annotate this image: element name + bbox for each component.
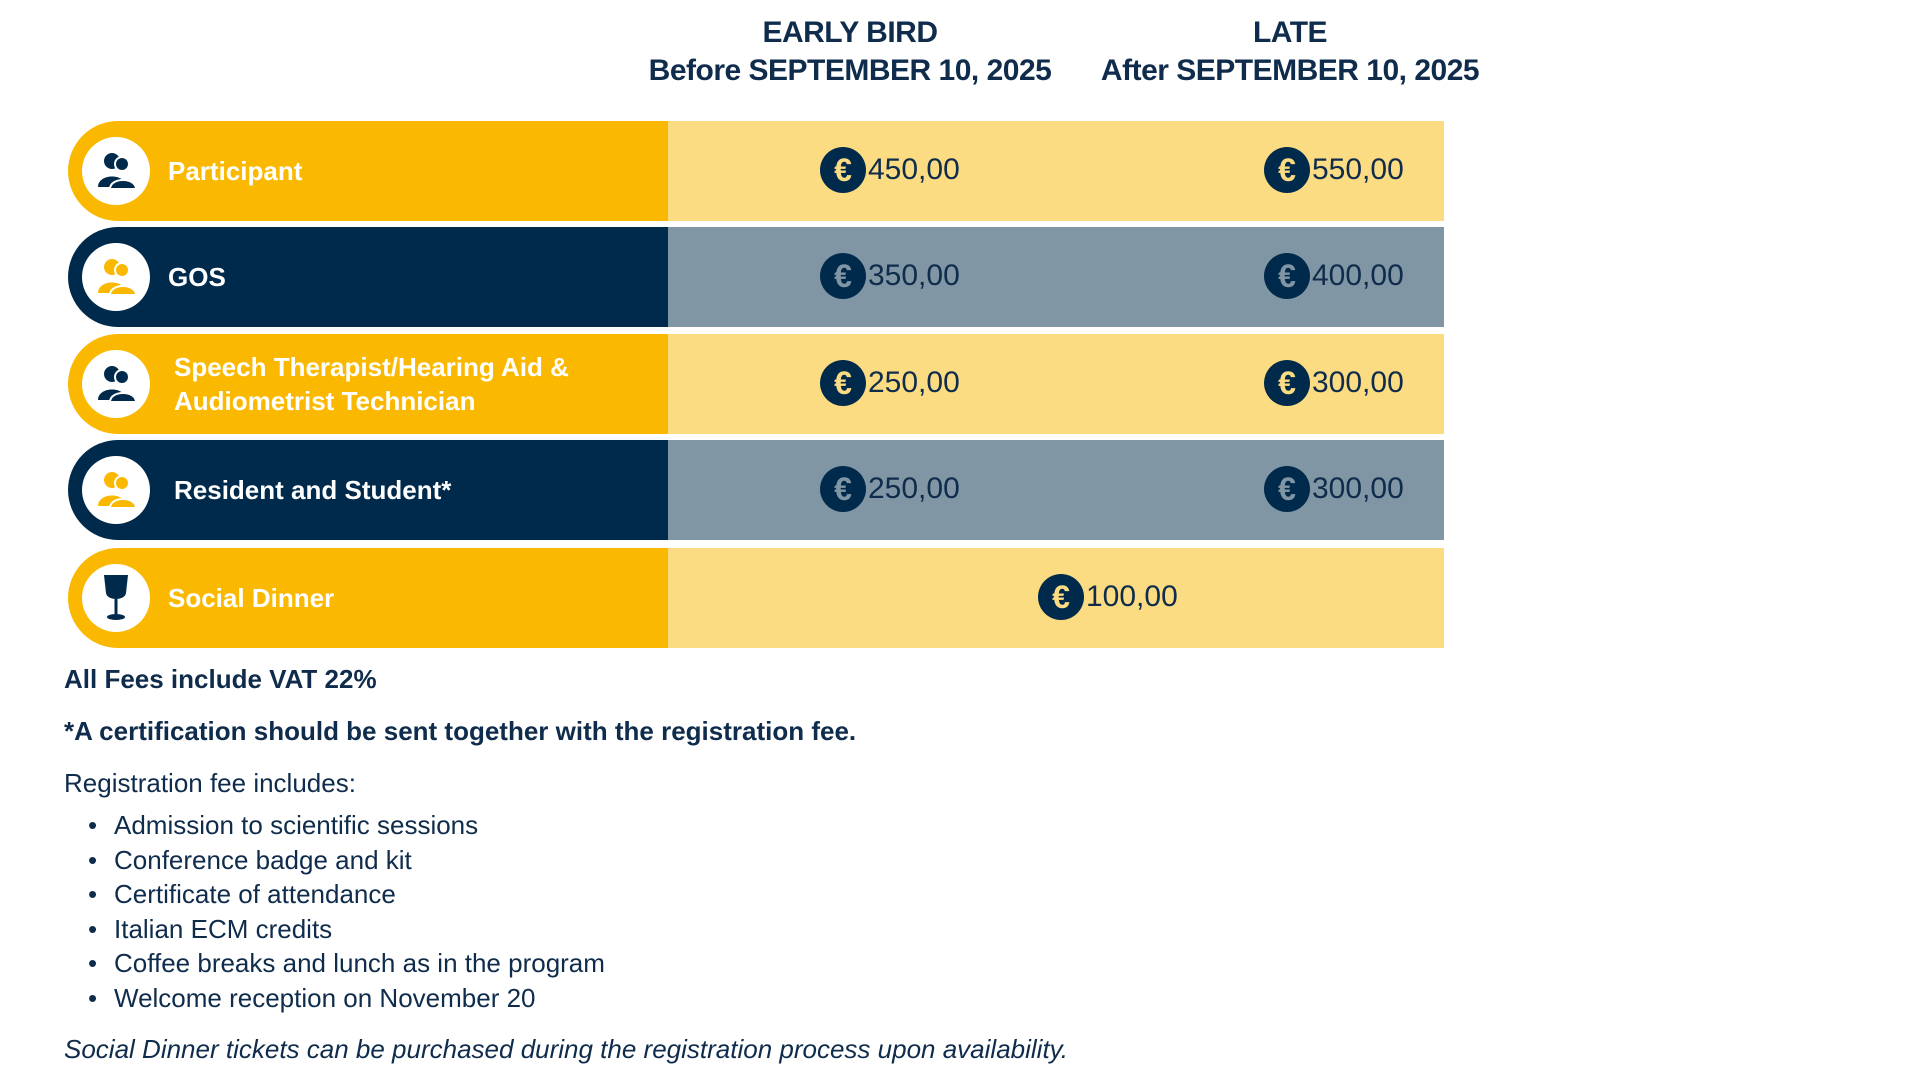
early-price-value: 350,00 — [868, 259, 960, 292]
dinner-price-value: 100,00 — [1086, 580, 1178, 613]
people-icon — [82, 243, 150, 311]
list-item: Italian ECM credits — [88, 912, 605, 947]
people-icon — [82, 456, 150, 524]
category-label: Resident and Student* — [174, 475, 452, 505]
early-price-value: 250,00 — [868, 472, 960, 505]
category-label: Social Dinner — [168, 583, 335, 613]
people-icon — [82, 137, 150, 205]
late-price: € 300,00 — [1264, 466, 1404, 512]
fee-row-resident-student: Resident and Student* € 250,00 € 300,00 — [68, 440, 1444, 540]
category-label: Speech Therapist/Hearing Aid & Audiometr… — [174, 350, 569, 418]
price-cells: € 450,00 € 550,00 — [668, 121, 1444, 221]
list-item: Coffee breaks and lunch as in the progra… — [88, 946, 605, 981]
category-label-line1: Speech Therapist/Hearing Aid & — [174, 352, 569, 382]
euro-icon: € — [1038, 574, 1084, 620]
fee-row-social-dinner: Social Dinner € 100,00 — [68, 548, 1444, 648]
euro-icon: € — [1264, 147, 1310, 193]
euro-icon: € — [1264, 466, 1310, 512]
list-item: Admission to scientific sessions — [88, 808, 605, 843]
list-item: Certificate of attendance — [88, 877, 605, 912]
wine-glass-icon — [82, 564, 150, 632]
early-bird-date: Before SEPTEMBER 10, 2025 — [648, 54, 1052, 87]
early-price: € 250,00 — [820, 466, 960, 512]
euro-icon: € — [820, 466, 866, 512]
early-price-value: 250,00 — [868, 366, 960, 399]
euro-icon: € — [820, 360, 866, 406]
euro-icon: € — [820, 147, 866, 193]
category-cell: Social Dinner — [68, 548, 673, 648]
early-price: € 450,00 — [820, 147, 960, 193]
fee-row-gos: GOS € 350,00 € 400,00 — [68, 227, 1444, 327]
vat-note: All Fees include VAT 22% — [64, 664, 377, 694]
late-price: € 300,00 — [1264, 360, 1404, 406]
late-price-value: 400,00 — [1312, 259, 1404, 292]
price-cells: € 350,00 € 400,00 — [668, 227, 1444, 327]
early-price-value: 450,00 — [868, 153, 960, 186]
people-icon — [82, 350, 150, 418]
category-cell: Speech Therapist/Hearing Aid & Audiometr… — [68, 334, 673, 434]
social-dinner-note: Social Dinner tickets can be purchased d… — [64, 1034, 1068, 1064]
early-bird-title: EARLY BIRD — [762, 16, 938, 49]
fee-row-speech-therapist: Speech Therapist/Hearing Aid & Audiometr… — [68, 334, 1444, 434]
price-cells: € 100,00 — [668, 548, 1444, 648]
price-cells: € 250,00 € 300,00 — [668, 334, 1444, 434]
early-price: € 250,00 — [820, 360, 960, 406]
category-label: Participant — [168, 156, 303, 186]
late-price: € 550,00 — [1264, 147, 1404, 193]
list-item: Conference badge and kit — [88, 843, 605, 878]
euro-icon: € — [1264, 360, 1310, 406]
includes-title: Registration fee includes: — [64, 768, 356, 798]
list-item: Welcome reception on November 20 — [88, 981, 605, 1016]
early-bird-header: EARLY BIRD Before SEPTEMBER 10, 2025 — [640, 14, 1060, 90]
late-price-value: 300,00 — [1312, 366, 1404, 399]
late-price-value: 300,00 — [1312, 472, 1404, 505]
euro-icon: € — [1264, 253, 1310, 299]
category-label: GOS — [168, 262, 226, 292]
price-cells: € 250,00 € 300,00 — [668, 440, 1444, 540]
late-header: LATE After SEPTEMBER 10, 2025 — [1080, 14, 1500, 90]
euro-icon: € — [820, 253, 866, 299]
category-cell: GOS — [68, 227, 673, 327]
late-price-value: 550,00 — [1312, 153, 1404, 186]
category-label-line2: Audiometrist Technician — [174, 386, 476, 416]
includes-list: Admission to scientific sessions Confere… — [88, 808, 605, 1015]
late-price: € 400,00 — [1264, 253, 1404, 299]
category-cell: Participant — [68, 121, 673, 221]
early-price: € 350,00 — [820, 253, 960, 299]
certification-note: *A certification should be sent together… — [64, 716, 857, 746]
fee-row-participant: Participant € 450,00 € 550,00 — [68, 121, 1444, 221]
late-title: LATE — [1252, 16, 1328, 49]
category-cell: Resident and Student* — [68, 440, 673, 540]
dinner-price: € 100,00 — [1038, 574, 1178, 620]
late-date: After SEPTEMBER 10, 2025 — [1100, 54, 1480, 87]
